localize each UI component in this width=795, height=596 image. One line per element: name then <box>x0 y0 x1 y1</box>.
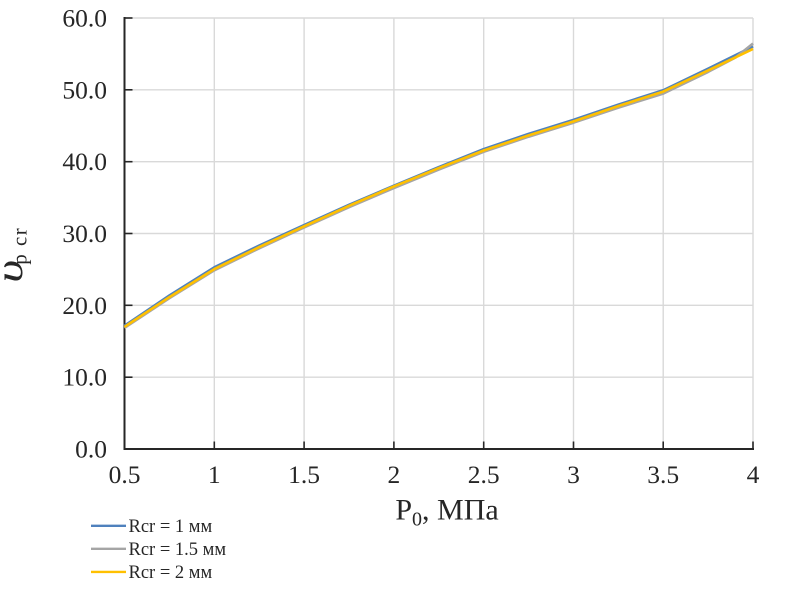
svg-text:υ: υ <box>0 260 31 283</box>
svg-text:Rcr = 2 мм: Rcr = 2 мм <box>129 563 213 583</box>
svg-text:30.0: 30.0 <box>62 219 107 248</box>
svg-text:50.0: 50.0 <box>62 75 107 104</box>
svg-text:3.5: 3.5 <box>647 460 679 489</box>
svg-text:0.5: 0.5 <box>109 460 141 489</box>
svg-text:40.0: 40.0 <box>62 147 107 176</box>
svg-text:0.0: 0.0 <box>75 435 107 464</box>
svg-text:3: 3 <box>567 460 580 489</box>
svg-text:P0, МПа: P0, МПа <box>395 494 498 531</box>
svg-text:20.0: 20.0 <box>62 291 107 320</box>
svg-text:2.5: 2.5 <box>468 460 500 489</box>
svg-text:p cr: p cr <box>8 227 32 265</box>
svg-text:Rcr = 1 мм: Rcr = 1 мм <box>129 517 213 537</box>
svg-text:60.0: 60.0 <box>62 4 107 33</box>
svg-text:1: 1 <box>208 460 221 489</box>
svg-text:Rcr = 1.5 мм: Rcr = 1.5 мм <box>129 540 227 560</box>
svg-text:2: 2 <box>388 460 401 489</box>
svg-text:10.0: 10.0 <box>62 363 107 392</box>
svg-text:4: 4 <box>747 460 760 489</box>
svg-text:1.5: 1.5 <box>288 460 320 489</box>
